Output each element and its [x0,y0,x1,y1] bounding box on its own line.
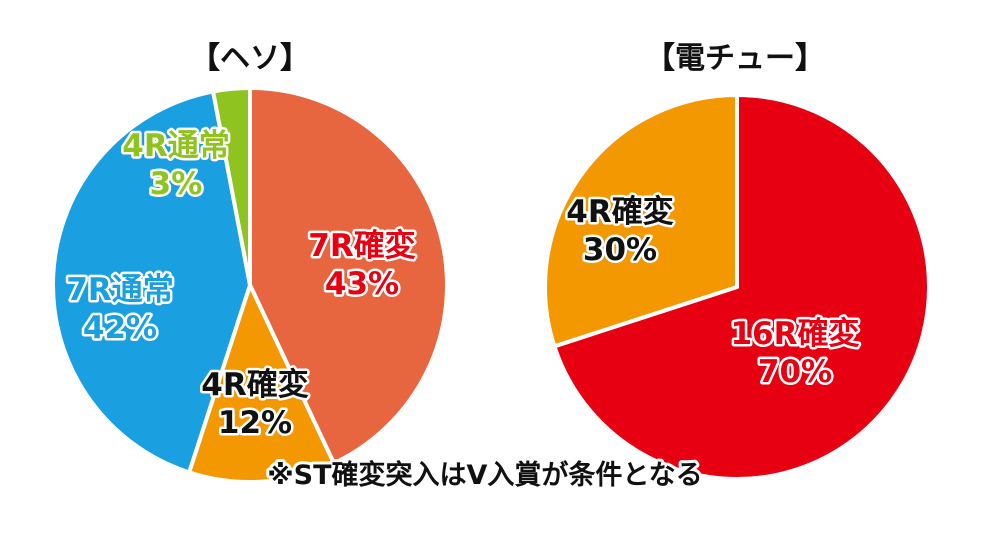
pie-slice-1-1 [543,93,739,349]
pie-slice-0-3 [211,86,252,287]
pie-slice-0-1 [187,283,336,484]
slice-name: 4R通常 [122,128,229,164]
slice-name: 4R確変 [566,194,673,230]
pie-slice-0-2 [51,89,252,475]
slice-label-1-0: 16R確変 70% [730,316,859,390]
slice-name: 7R確変 [308,228,415,264]
pie-slice-1-0 [552,93,931,481]
denchu-slice-labels: 16R確変 70% 4R確変 30% [564,192,862,393]
slice-name: 16R確変 [730,316,859,352]
slice-label-0-3: 4R通常 3% [122,128,229,202]
heso-pie-chart [51,86,449,484]
pie-slice-0-0 [248,86,449,466]
heso-chart-title: 【ヘソ】 [190,41,310,76]
slice-label-0-2: 7R通常 42% [66,272,173,346]
slice-percent: 3% [150,166,203,202]
slice-percent: 43% [325,266,399,302]
slice-label-0-1: 4R確変 12% [201,367,308,441]
denchu-chart-title: 【電チュー】 [645,41,825,76]
slice-label-0-0: 7R確変 43% [308,228,415,302]
footnote-text: ※ST確変突入はV入賞が条件となる [267,459,702,491]
denchu-pie-chart [543,93,931,481]
slice-name: 7R通常 [66,272,173,308]
slice-percent: 30% [583,232,657,268]
slice-name: 4R確変 [201,367,308,403]
slice-percent: 70% [758,354,832,390]
slice-label-1-1: 4R確変 30% [566,194,673,268]
slice-percent: 42% [83,310,157,346]
slice-percent: 12% [218,405,292,441]
heso-slice-labels: 7R確変 43%4R確変 12%7R通常 42%4R通常 3% [64,126,418,444]
